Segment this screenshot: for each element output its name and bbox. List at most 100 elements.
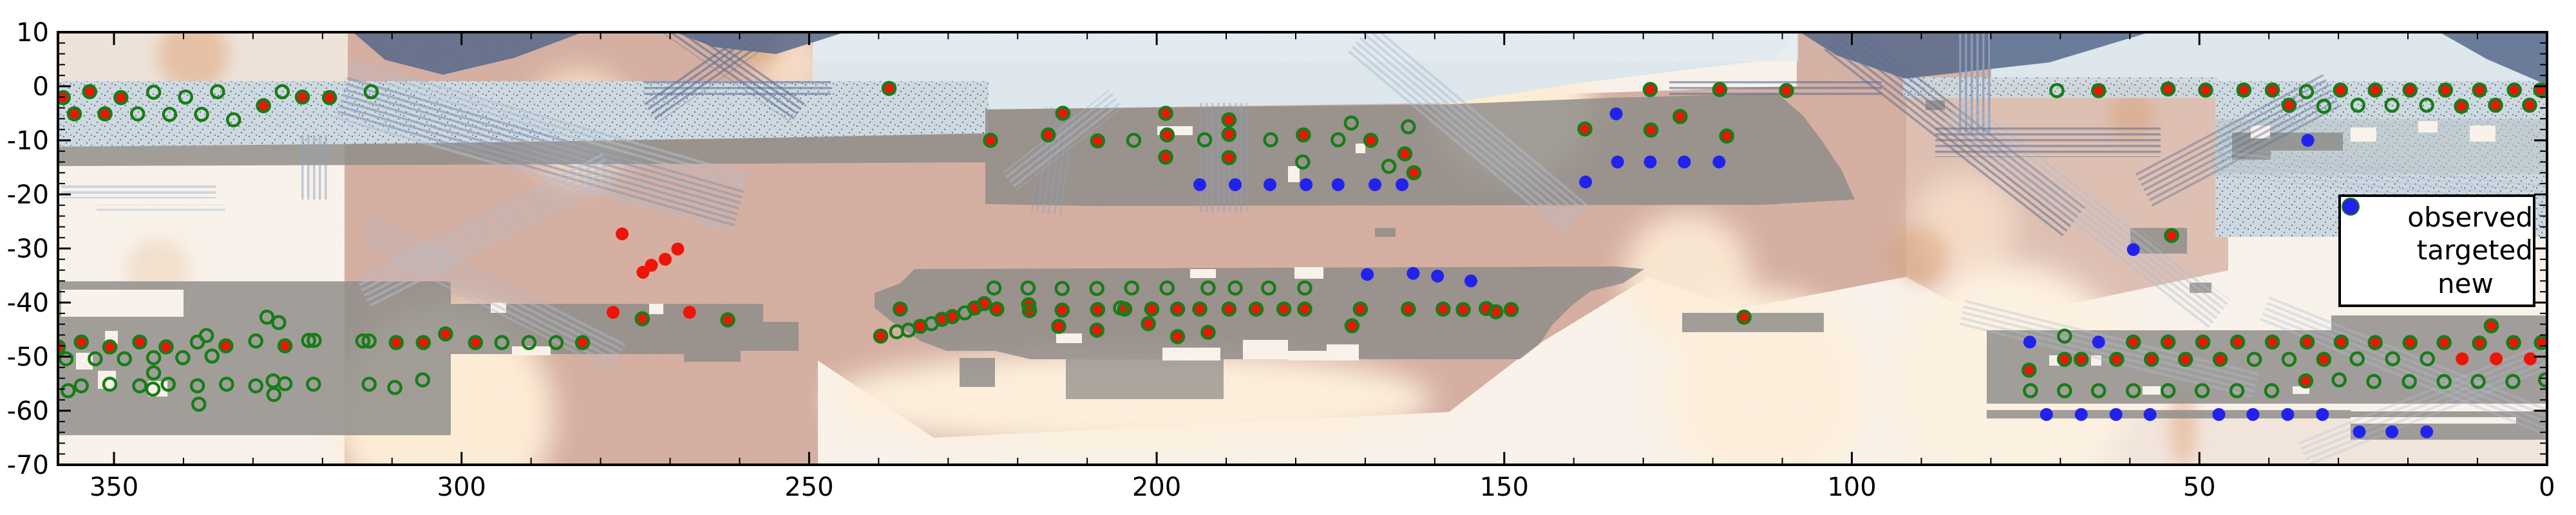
targeted-point xyxy=(2073,351,2089,367)
observed-point xyxy=(2455,100,2468,113)
targeted-point xyxy=(957,305,972,321)
targeted-point xyxy=(1297,301,1312,317)
targeted-point xyxy=(2367,335,2383,350)
observed-point xyxy=(2126,335,2140,349)
targeted-point xyxy=(1381,158,1397,174)
targeted-point xyxy=(2281,351,2297,367)
targeted-point xyxy=(2057,383,2072,398)
targeted-point xyxy=(2143,351,2159,367)
targeted-point xyxy=(73,334,90,350)
legend-entry-observed: observed xyxy=(2341,199,2533,234)
targeted-point xyxy=(132,378,147,394)
targeted-point xyxy=(2177,351,2193,367)
observed-point xyxy=(990,303,1003,316)
targeted-point xyxy=(438,326,453,342)
targeted-point xyxy=(2367,82,2383,98)
targeted-point xyxy=(102,377,118,392)
observed-point xyxy=(159,340,173,353)
observed-point xyxy=(2231,335,2244,349)
targeted-point xyxy=(468,335,484,350)
axis-tick-labels: 350 300 250 200 150 100 50 0100-10-20-30-40-50-… xyxy=(7,18,2555,502)
targeted-point xyxy=(259,309,275,325)
observed-point xyxy=(1056,107,1070,120)
map-background xyxy=(58,32,2547,465)
observed-point xyxy=(1222,151,1236,164)
targeted-point xyxy=(2298,84,2315,100)
observed-point xyxy=(1091,134,1104,147)
targeted-point xyxy=(274,84,290,100)
observed-point xyxy=(1222,127,1236,141)
targeted-point xyxy=(1221,301,1237,317)
targeted-point xyxy=(2057,351,2072,367)
targeted-point xyxy=(1054,303,1070,318)
observed-point xyxy=(2403,336,2417,350)
targeted-point xyxy=(2438,82,2454,98)
targeted-point xyxy=(2331,372,2347,388)
observed-point xyxy=(1578,122,1592,136)
targeted-point xyxy=(146,84,162,100)
targeted-point xyxy=(225,112,242,127)
observed-point xyxy=(2196,335,2210,349)
x-tick-label: 300 xyxy=(437,473,486,502)
observed-point xyxy=(1193,303,1207,316)
targeted-point xyxy=(2316,98,2332,114)
targeted-point xyxy=(361,377,377,392)
targeted-point xyxy=(923,316,940,332)
targeted-point xyxy=(2057,328,2072,344)
targeted-point xyxy=(2049,82,2065,98)
targeted-point xyxy=(2506,335,2521,350)
targeted-point xyxy=(2021,362,2037,378)
targeted-point xyxy=(266,387,282,402)
targeted-point xyxy=(494,335,510,350)
targeted-point xyxy=(160,377,176,392)
targeted-point xyxy=(146,365,162,380)
new-point xyxy=(2353,425,2366,438)
targeted-point xyxy=(2230,334,2246,350)
new-point xyxy=(1609,107,1623,120)
x-tick-label: 150 xyxy=(1480,473,1529,502)
targeted-point xyxy=(1297,280,1312,296)
observed-point xyxy=(1159,107,1173,120)
observed-point xyxy=(2485,319,2498,333)
targeted-point xyxy=(2402,335,2418,350)
targeted-point xyxy=(548,335,564,350)
targeted-point xyxy=(82,84,97,100)
observed-point xyxy=(2523,352,2537,366)
targeted-point xyxy=(1296,127,1311,143)
new-point xyxy=(1464,274,1477,288)
observed-point xyxy=(1159,151,1173,164)
observed-point xyxy=(439,327,452,341)
targeted-point xyxy=(102,339,118,355)
targeted-point xyxy=(893,301,908,317)
targeted-point xyxy=(132,334,147,350)
targeted-point xyxy=(219,377,234,392)
targeted-point xyxy=(2384,97,2400,113)
targeted-point xyxy=(1455,302,1471,317)
observed-point xyxy=(296,90,309,104)
observed-point xyxy=(2438,336,2451,350)
targeted-point xyxy=(1158,149,1173,165)
new-point xyxy=(1229,178,1242,191)
targeted-point xyxy=(1736,309,1752,325)
observed-point xyxy=(2282,98,2296,112)
targeted-point xyxy=(145,381,161,397)
targeted-point xyxy=(1051,319,1066,334)
observed-point xyxy=(469,336,482,350)
observed-point xyxy=(874,330,887,343)
targeted-point xyxy=(2454,98,2469,114)
targeted-point xyxy=(1158,106,1173,121)
observed-point xyxy=(2508,83,2521,97)
observed-point xyxy=(1398,147,1412,160)
targeted-point xyxy=(2194,383,2210,398)
observed-point xyxy=(1436,303,1450,316)
targeted-point xyxy=(1779,82,1794,98)
observed-point xyxy=(1644,124,1658,137)
axis-ticks xyxy=(58,32,2547,465)
observed-point xyxy=(133,335,146,349)
targeted-point xyxy=(521,335,537,350)
targeted-point xyxy=(1021,303,1037,319)
targeted-point xyxy=(2090,82,2107,98)
targeted-point xyxy=(307,333,322,348)
targeted-point xyxy=(415,372,431,388)
